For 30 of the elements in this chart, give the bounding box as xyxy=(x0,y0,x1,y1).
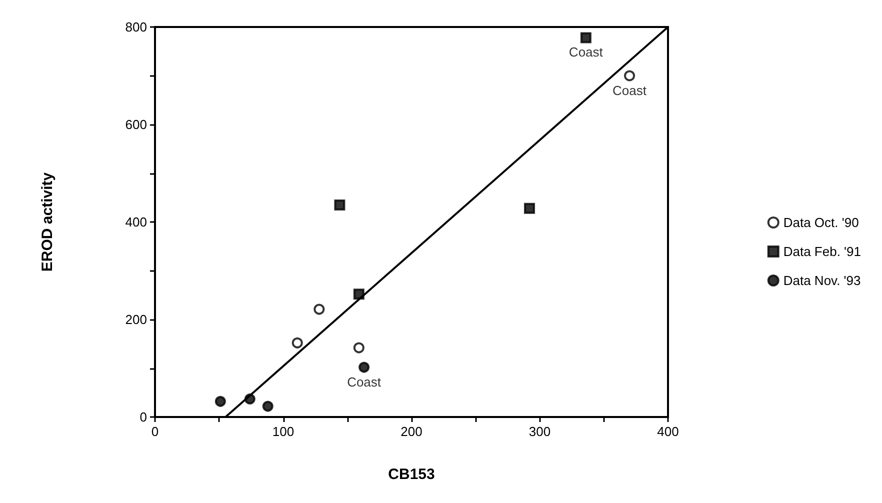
x-tick-label: 100 xyxy=(272,424,294,439)
y-tick-label: 600 xyxy=(125,117,147,132)
y-tick-label: 800 xyxy=(125,20,147,34)
y-tick-label: 200 xyxy=(125,312,147,327)
point xyxy=(358,362,370,373)
annotation: Coast xyxy=(347,374,382,390)
y-tick-label: 0 xyxy=(140,410,147,424)
point xyxy=(292,337,303,348)
x-tick-label: 0 xyxy=(151,424,159,439)
point xyxy=(580,32,592,44)
x-tick-label: 400 xyxy=(657,424,679,439)
point xyxy=(314,304,325,315)
point xyxy=(353,288,364,300)
y-axis-title: EROD activity xyxy=(39,172,56,272)
x-tick-label: 300 xyxy=(528,424,551,439)
x-axis-title: CB153 xyxy=(388,466,435,483)
legend-label: Data Nov. '93 xyxy=(783,273,861,288)
point xyxy=(244,393,256,404)
point xyxy=(524,202,535,214)
legend-label: Data Oct. '90 xyxy=(783,215,859,230)
point xyxy=(214,396,226,407)
legend-label: Data Feb. '91 xyxy=(783,244,861,259)
annotation: Coast xyxy=(568,44,604,60)
y-tick-label: 400 xyxy=(125,214,147,230)
point xyxy=(353,342,364,354)
x-tick-label: 200 xyxy=(400,424,422,439)
point xyxy=(262,400,274,412)
annotation: Coast xyxy=(612,82,647,98)
point xyxy=(624,70,636,82)
point xyxy=(334,199,346,210)
